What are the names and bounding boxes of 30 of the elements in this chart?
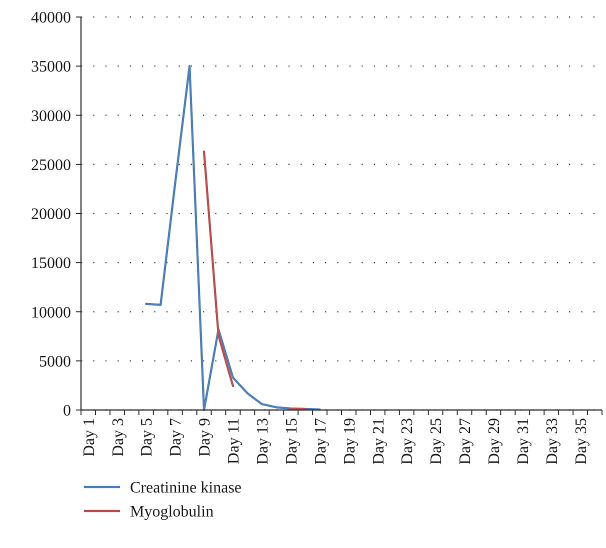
y-tick-label: 0 bbox=[63, 402, 71, 420]
x-tick-label: Day 23 bbox=[399, 418, 416, 465]
y-tick-label: 10000 bbox=[31, 304, 71, 322]
x-tick-label: Day 1 bbox=[80, 418, 98, 457]
x-tick-label: Day 5 bbox=[138, 418, 156, 457]
x-tick-label: Day 11 bbox=[226, 418, 243, 464]
x-tick-label: Day 19 bbox=[341, 418, 358, 465]
legend-label: Myoglobulin bbox=[130, 504, 214, 521]
x-tick-label: Day 29 bbox=[486, 418, 504, 465]
y-tick-label: 5000 bbox=[39, 353, 71, 370]
legend-label: Creatinine kinase bbox=[130, 480, 242, 497]
x-tick-label: Day 27 bbox=[457, 418, 474, 465]
y-tick-label: 15000 bbox=[31, 255, 71, 272]
y-tick-label: 25000 bbox=[31, 156, 71, 174]
x-tick-label: Day 3 bbox=[110, 418, 127, 457]
x-tick-label: Day 13 bbox=[254, 418, 272, 465]
x-tick-label: Day 15 bbox=[283, 418, 300, 465]
x-tick-label: Day 7 bbox=[168, 418, 185, 457]
x-tick-label: Day 35 bbox=[572, 418, 590, 465]
y-tick-label: 30000 bbox=[31, 108, 71, 125]
line-series bbox=[145, 65, 321, 412]
x-tick-label: Day 25 bbox=[428, 418, 446, 465]
x-tick-label: Day 17 bbox=[312, 418, 330, 465]
x-tick-label: Day 33 bbox=[544, 418, 561, 465]
y-tick-label: 40000 bbox=[31, 10, 71, 27]
x-tick-label: Day 31 bbox=[515, 418, 532, 465]
x-tick-label: Day 9 bbox=[196, 418, 214, 457]
y-tick-label: 35000 bbox=[31, 58, 71, 76]
y-tick-label: 20000 bbox=[31, 206, 71, 224]
x-tick-label: Day 21 bbox=[370, 418, 388, 465]
